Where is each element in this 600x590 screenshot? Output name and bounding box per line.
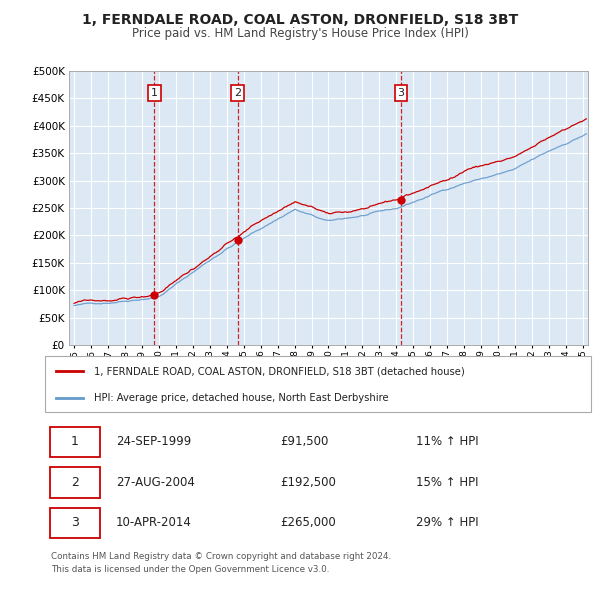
Text: 15% ↑ HPI: 15% ↑ HPI (416, 476, 479, 489)
Text: 11% ↑ HPI: 11% ↑ HPI (416, 435, 479, 448)
Text: 1: 1 (71, 435, 79, 448)
Text: 10-APR-2014: 10-APR-2014 (116, 516, 192, 529)
Text: HPI: Average price, detached house, North East Derbyshire: HPI: Average price, detached house, Nort… (94, 393, 389, 403)
Bar (50, 427, 100, 457)
Text: This data is licensed under the Open Government Licence v3.0.: This data is licensed under the Open Gov… (51, 565, 329, 574)
Text: 3: 3 (71, 516, 79, 529)
Text: 2: 2 (71, 476, 79, 489)
Text: 3: 3 (397, 88, 404, 98)
Text: 24-SEP-1999: 24-SEP-1999 (116, 435, 191, 448)
Bar (50, 507, 100, 538)
Text: £91,500: £91,500 (280, 435, 328, 448)
Text: 1, FERNDALE ROAD, COAL ASTON, DRONFIELD, S18 3BT: 1, FERNDALE ROAD, COAL ASTON, DRONFIELD,… (82, 13, 518, 27)
Text: Price paid vs. HM Land Registry's House Price Index (HPI): Price paid vs. HM Land Registry's House … (131, 27, 469, 40)
Text: 29% ↑ HPI: 29% ↑ HPI (416, 516, 479, 529)
Text: 2: 2 (234, 88, 241, 98)
Text: £192,500: £192,500 (280, 476, 335, 489)
Text: 27-AUG-2004: 27-AUG-2004 (116, 476, 195, 489)
Text: 1: 1 (151, 88, 158, 98)
Text: Contains HM Land Registry data © Crown copyright and database right 2024.: Contains HM Land Registry data © Crown c… (51, 552, 391, 561)
Bar (50, 467, 100, 497)
Text: £265,000: £265,000 (280, 516, 335, 529)
Text: 1, FERNDALE ROAD, COAL ASTON, DRONFIELD, S18 3BT (detached house): 1, FERNDALE ROAD, COAL ASTON, DRONFIELD,… (94, 366, 465, 376)
